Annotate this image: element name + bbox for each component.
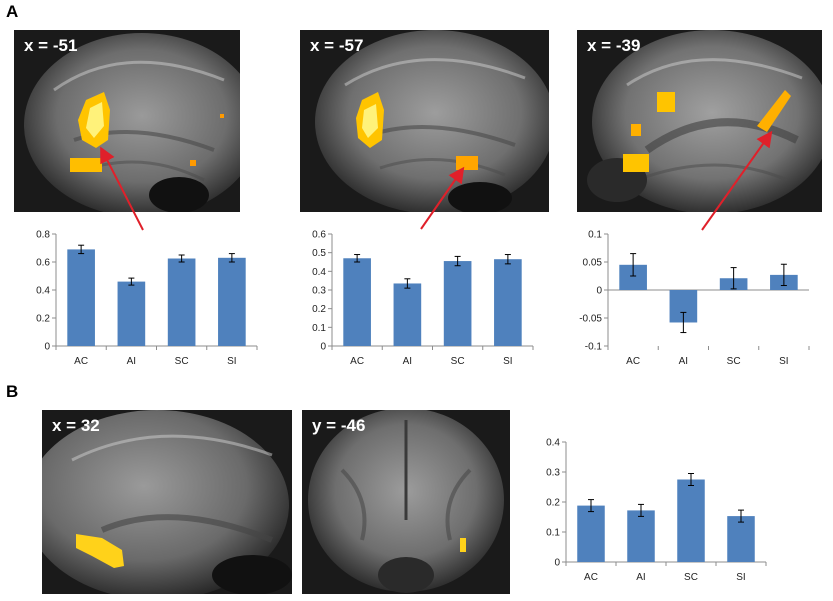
x-category-label: SC xyxy=(727,356,741,367)
y-tick-label: -0.05 xyxy=(579,314,602,325)
y-tick-label: 0.4 xyxy=(546,438,560,449)
brain-slice-image xyxy=(315,30,549,212)
x-category-label: SI xyxy=(227,356,236,367)
y-tick-label: 0.4 xyxy=(312,267,326,278)
bar-si xyxy=(727,516,755,562)
brain-slice-image xyxy=(587,30,822,212)
x-category-label: SC xyxy=(684,572,698,583)
bar-si xyxy=(494,259,522,346)
bar-ai xyxy=(627,510,655,562)
brain-slice-sagittal-left-1: x = -51 xyxy=(14,30,240,212)
y-tick-label: 0.1 xyxy=(588,230,602,241)
x-category-label: SC xyxy=(451,356,465,367)
y-tick-label: 0.2 xyxy=(36,314,50,325)
bar-chart-2: 0 0.1 0.2 0.3 0.4 0.5 0.6 AC AI SC SI xyxy=(298,228,543,370)
bar-ac xyxy=(343,258,371,346)
brain-slice-image xyxy=(24,33,240,212)
brain-slice-sagittal-right: x = 32 xyxy=(42,410,292,594)
slice-coordinate-label: x = 32 xyxy=(52,416,100,435)
bar-sc xyxy=(677,479,705,562)
slice-coordinate-label: x = -51 xyxy=(24,36,78,55)
x-category-label: SI xyxy=(736,572,745,583)
x-category-label: AC xyxy=(584,572,598,583)
y-tick-label: 0.3 xyxy=(546,468,560,479)
brain-slice-sagittal-left-2: x = -57 xyxy=(300,30,549,212)
x-category-label: AI xyxy=(636,572,645,583)
y-tick-label: 0.1 xyxy=(312,323,326,334)
y-tick-label: 0.2 xyxy=(546,498,560,509)
bar-ac xyxy=(577,505,605,562)
slice-coordinate-label: x = -39 xyxy=(587,36,641,55)
brain-slice-image xyxy=(308,410,504,593)
y-tick-label: 0.5 xyxy=(312,248,326,259)
slice-coordinate-label: x = -57 xyxy=(310,36,364,55)
y-tick-label: 0 xyxy=(554,558,560,569)
y-tick-label: 0.3 xyxy=(312,286,326,297)
x-category-label: SC xyxy=(175,356,189,367)
panel-label-a: A xyxy=(6,2,19,21)
bar-chart-1: 0 0.2 0.4 0.6 0.8 AC AI SC SI xyxy=(22,228,267,370)
y-tick-label: 0 xyxy=(596,286,602,297)
y-tick-label: 0.8 xyxy=(36,230,50,241)
brain-slice-coronal: y = -46 xyxy=(302,410,510,594)
y-tick-label: -0.1 xyxy=(585,342,603,353)
y-tick-label: 0.6 xyxy=(312,230,326,241)
x-category-label: SI xyxy=(779,356,788,367)
bar-sc xyxy=(443,261,472,346)
bar-si xyxy=(218,257,246,346)
y-tick-label: 0.6 xyxy=(36,258,50,269)
x-category-label: AC xyxy=(74,356,88,367)
x-category-label: SI xyxy=(503,356,512,367)
y-tick-label: 0 xyxy=(320,342,326,353)
x-category-label: AI xyxy=(679,356,688,367)
y-tick-label: 0.1 xyxy=(546,528,560,539)
x-category-label: AC xyxy=(350,356,364,367)
bar-ai xyxy=(393,283,422,346)
bar-ai xyxy=(117,281,146,346)
x-category-label: AI xyxy=(127,356,136,367)
panel-label-b: B xyxy=(6,382,19,401)
y-tick-label: 0.05 xyxy=(583,258,603,269)
y-tick-label: 0.2 xyxy=(312,304,326,315)
brain-slice-sagittal-left-3: x = -39 xyxy=(577,30,822,212)
bar-chart-4: 0 0.1 0.2 0.3 0.4 AC AI SC SI xyxy=(532,436,776,586)
bar-sc xyxy=(167,258,196,346)
x-category-label: AC xyxy=(626,356,640,367)
y-tick-label: 0.4 xyxy=(36,286,50,297)
bar-ac xyxy=(67,249,95,346)
x-category-label: AI xyxy=(403,356,412,367)
bar-chart-3: -0.1 -0.05 0 0.05 0.1 AC AI SC SI xyxy=(574,228,819,370)
y-tick-label: 0 xyxy=(44,342,50,353)
slice-coordinate-label: y = -46 xyxy=(312,416,366,435)
brain-slice-image xyxy=(42,410,292,594)
